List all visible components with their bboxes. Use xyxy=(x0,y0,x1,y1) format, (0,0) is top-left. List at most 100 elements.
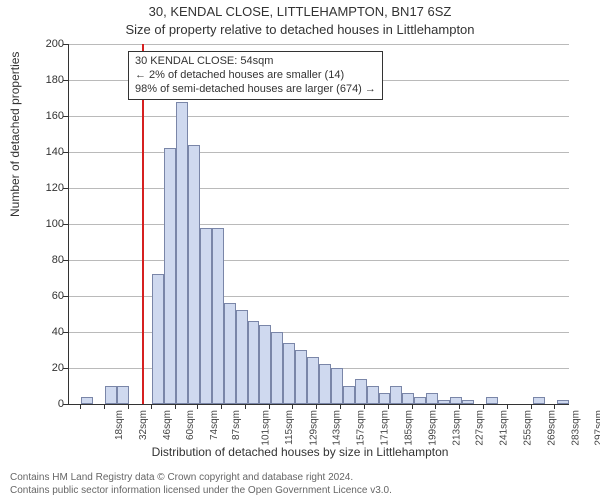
x-tick-label: 213sqm xyxy=(451,410,462,446)
x-tick-label: 185sqm xyxy=(403,410,414,446)
x-tick-mark xyxy=(221,404,222,409)
x-tick-label: 241sqm xyxy=(499,410,510,446)
histogram-bar xyxy=(343,386,355,404)
histogram-bar xyxy=(533,397,545,404)
histogram-bar xyxy=(486,397,498,404)
x-tick-mark xyxy=(175,404,176,409)
y-axis-label: Number of detached properties xyxy=(8,52,22,217)
y-tick-label: 100 xyxy=(24,218,64,230)
x-tick-label: 157sqm xyxy=(356,410,367,446)
histogram-bar xyxy=(557,400,569,404)
y-tick-label: 20 xyxy=(24,362,64,374)
y-tick-mark xyxy=(63,368,68,369)
histogram-bar xyxy=(379,393,391,404)
y-tick-mark xyxy=(63,296,68,297)
histogram-bar xyxy=(200,228,212,404)
x-tick-label: 46sqm xyxy=(162,410,173,440)
x-tick-label: 60sqm xyxy=(185,410,196,440)
y-tick-mark xyxy=(63,44,68,45)
x-tick-mark xyxy=(459,404,460,409)
histogram-bar xyxy=(319,364,331,404)
x-tick-mark xyxy=(483,404,484,409)
y-tick-mark xyxy=(63,332,68,333)
y-tick-mark xyxy=(63,260,68,261)
y-tick-mark xyxy=(63,188,68,189)
x-tick-mark xyxy=(531,404,532,409)
histogram-bar xyxy=(462,400,474,404)
x-tick-mark xyxy=(412,404,413,409)
histogram-bar xyxy=(402,393,414,404)
y-tick-label: 160 xyxy=(24,110,64,122)
histogram-bar xyxy=(188,145,200,404)
footer-attribution: Contains HM Land Registry data © Crown c… xyxy=(10,472,392,497)
histogram-bar xyxy=(236,310,248,404)
histogram-bar xyxy=(152,274,164,404)
histogram-bar xyxy=(164,148,176,404)
x-tick-label: 32sqm xyxy=(138,410,149,440)
annotation-line1: 30 KENDAL CLOSE: 54sqm xyxy=(135,55,376,69)
histogram-bar xyxy=(105,386,117,404)
histogram-bar xyxy=(81,397,93,404)
y-tick-label: 180 xyxy=(24,74,64,86)
histogram-bar xyxy=(438,400,450,404)
histogram-bar xyxy=(176,102,188,404)
histogram-bar xyxy=(117,386,129,404)
histogram-bar xyxy=(259,325,271,404)
x-tick-label: 283sqm xyxy=(570,410,581,446)
x-tick-mark xyxy=(364,404,365,409)
x-tick-mark xyxy=(292,404,293,409)
x-tick-mark xyxy=(507,404,508,409)
x-tick-label: 18sqm xyxy=(114,410,125,440)
x-tick-mark xyxy=(340,404,341,409)
x-tick-label: 129sqm xyxy=(308,410,319,446)
x-tick-label: 115sqm xyxy=(284,410,295,445)
y-tick-label: 40 xyxy=(24,326,64,338)
annotation-line2: ← 2% of detached houses are smaller (14) xyxy=(135,69,376,83)
histogram-bar xyxy=(224,303,236,404)
chart-title-main: 30, KENDAL CLOSE, LITTLEHAMPTON, BN17 6S… xyxy=(0,4,600,19)
y-tick-mark xyxy=(63,152,68,153)
x-tick-mark xyxy=(197,404,198,409)
histogram-bar xyxy=(271,332,283,404)
y-tick-label: 80 xyxy=(24,254,64,266)
y-tick-label: 200 xyxy=(24,38,64,50)
x-tick-label: 87sqm xyxy=(231,410,242,440)
footer-line1: Contains HM Land Registry data © Crown c… xyxy=(10,472,392,485)
footer-line2: Contains public sector information licen… xyxy=(10,485,392,498)
y-tick-mark xyxy=(63,404,68,405)
histogram-bar xyxy=(283,343,295,404)
histogram-bar xyxy=(414,397,426,404)
y-tick-mark xyxy=(63,80,68,81)
histogram-bar xyxy=(248,321,260,404)
x-tick-mark xyxy=(269,404,270,409)
y-tick-mark xyxy=(63,116,68,117)
y-tick-label: 0 xyxy=(24,398,64,410)
histogram-bar xyxy=(307,357,319,404)
annotation-line3: 98% of semi-detached houses are larger (… xyxy=(135,83,376,97)
x-tick-mark xyxy=(435,404,436,409)
x-tick-label: 101sqm xyxy=(261,410,272,446)
x-tick-label: 74sqm xyxy=(209,410,220,440)
histogram-bar xyxy=(331,368,343,404)
x-tick-label: 227sqm xyxy=(475,410,486,446)
x-tick-label: 255sqm xyxy=(523,410,534,446)
x-tick-mark xyxy=(104,404,105,409)
x-tick-label: 269sqm xyxy=(546,410,557,446)
y-tick-mark xyxy=(63,224,68,225)
histogram-bar xyxy=(355,379,367,404)
x-tick-mark xyxy=(554,404,555,409)
x-tick-label: 143sqm xyxy=(332,410,343,446)
histogram-bar xyxy=(212,228,224,404)
histogram-bar xyxy=(390,386,402,404)
chart-container: 30, KENDAL CLOSE, LITTLEHAMPTON, BN17 6S… xyxy=(0,0,600,500)
y-tick-label: 140 xyxy=(24,146,64,158)
annotation-box: 30 KENDAL CLOSE: 54sqm ← 2% of detached … xyxy=(128,51,383,100)
y-tick-label: 60 xyxy=(24,290,64,302)
x-tick-mark xyxy=(151,404,152,409)
x-tick-mark xyxy=(80,404,81,409)
histogram-bar xyxy=(367,386,379,404)
x-tick-label: 171sqm xyxy=(380,410,391,446)
x-tick-mark xyxy=(128,404,129,409)
x-tick-mark xyxy=(245,404,246,409)
histogram-bar xyxy=(295,350,307,404)
